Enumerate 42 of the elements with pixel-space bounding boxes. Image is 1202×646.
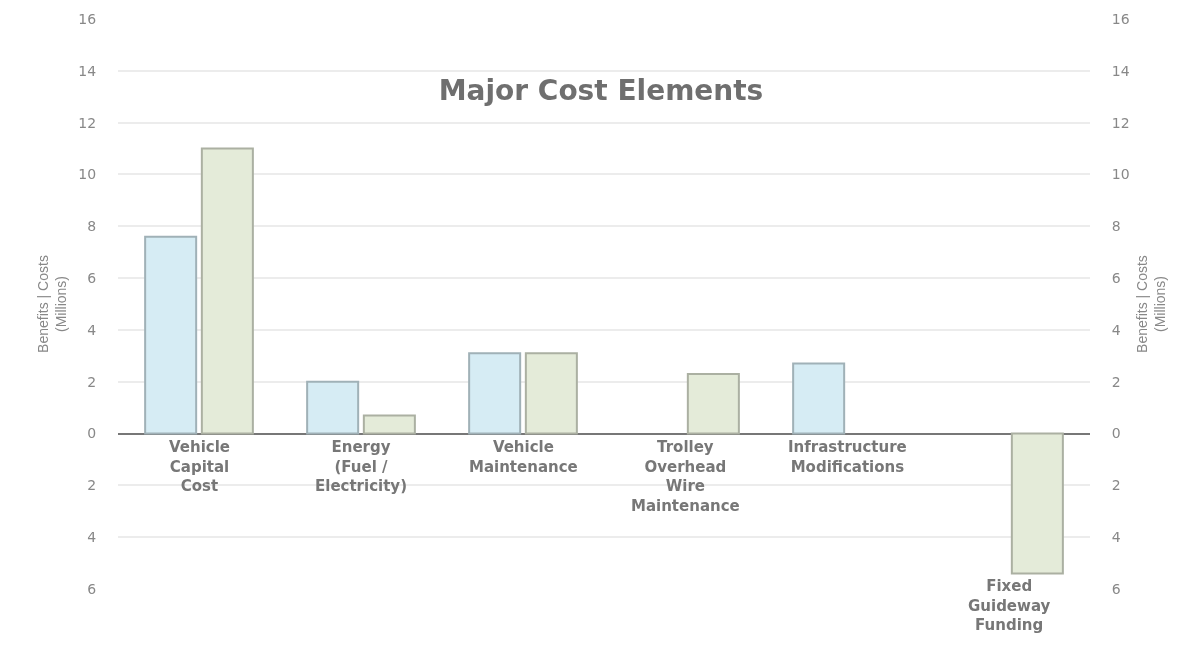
x-tick-label: Energy (Fuel / Electricity) [315,438,407,495]
y-tick-label: 10 [78,166,97,183]
y-tick-label: 2 [87,477,97,494]
y2-axis-title: Benefits | Costs (Millions) [1134,255,1169,353]
y2-tick-label: 2 [1111,373,1121,390]
bar [686,372,740,435]
y-tick-label: 0 [87,425,97,442]
bar [200,147,254,435]
x-tick-label: Fixed Guideway Funding [968,577,1051,634]
y2-tick-label: 4 [1111,321,1121,338]
y2-tick-label: 6 [1111,269,1121,286]
y2-tick-label: 14 [1111,62,1130,79]
y2-tick-label: 12 [1111,114,1130,131]
bar [144,235,198,435]
bar [1010,432,1064,575]
y-tick-label: 4 [87,529,97,546]
y-tick-label: 14 [78,62,97,79]
y-tick-label: 8 [87,218,97,235]
bar [524,352,578,435]
y-tick-label: 6 [87,580,97,597]
x-tick-label: Vehicle Maintenance [469,438,578,476]
y2-tick-label: 16 [1111,10,1130,27]
y-tick-label: 2 [87,373,97,390]
text: Major Cost Elements [438,74,764,108]
bar [792,362,846,435]
bar [362,414,416,435]
bar [468,352,522,435]
x-tick-label: Trolley Overhead Wire Maintenance [631,438,740,515]
y-tick-label: 16 [78,10,97,27]
x-tick-label: Infrastructure Modifications [788,438,907,476]
y2-tick-label: 4 [1111,529,1121,546]
x-tick-label: Vehicle Capital Cost [169,438,230,495]
y-axis-title: Benefits | Costs (Millions) [34,255,69,353]
y2-tick-label: 0 [1111,425,1121,442]
y-tick-label: 6 [87,269,97,286]
y-tick-label: 4 [87,321,97,338]
y2-tick-label: 2 [1111,477,1121,494]
bar [306,380,360,435]
y2-tick-label: 6 [1111,580,1121,597]
y2-tick-label: 8 [1111,218,1121,235]
y-tick-label: 12 [78,114,97,131]
y2-tick-label: 10 [1111,166,1130,183]
